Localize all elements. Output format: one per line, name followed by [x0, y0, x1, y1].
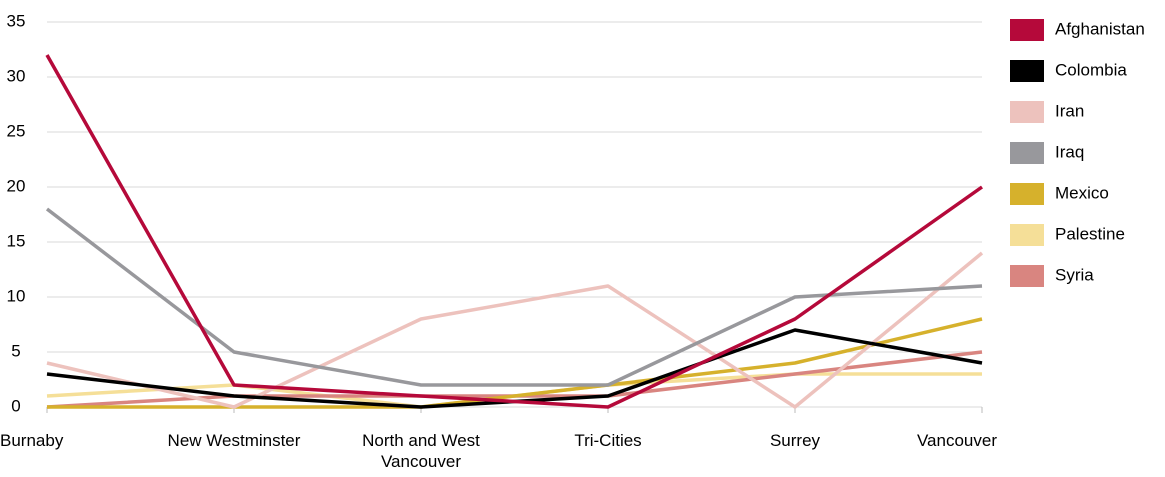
series-line: [47, 317, 983, 409]
legend-label: Palestine: [1055, 224, 1125, 243]
legend-swatch: [1010, 142, 1044, 164]
y-tick-label: 35: [7, 11, 26, 30]
x-tick-label: Surrey: [769, 431, 821, 450]
y-tick-label: 0: [11, 396, 20, 415]
series-line: [45, 54, 984, 409]
x-tick-label: Vancouver: [916, 431, 997, 450]
y-tick-label: 15: [7, 231, 26, 250]
legend-label: Afghanistan: [1055, 19, 1145, 38]
x-tick-label: Burnaby: [0, 431, 64, 450]
y-tick-label: 20: [7, 176, 26, 195]
series-line: [46, 350, 983, 409]
legend-swatch: [1010, 19, 1044, 41]
legend-swatch: [1010, 183, 1044, 205]
legend-swatch: [1010, 224, 1044, 246]
x-tick-label: North and West Vancouver: [362, 431, 480, 471]
y-tick-label: 5: [11, 341, 20, 360]
y-tick-label: 30: [7, 66, 26, 85]
x-tick-label: New Westminster: [167, 431, 301, 450]
y-tick-label: 10: [7, 286, 26, 305]
legend-swatch: [1010, 60, 1044, 82]
legend-swatch: [1010, 265, 1044, 287]
x-tick-label: Tri-Cities: [574, 431, 642, 450]
legend-label: Mexico: [1055, 183, 1109, 202]
legend-swatch: [1010, 101, 1044, 123]
series-line: [46, 251, 984, 409]
legend-label: Colombia: [1055, 60, 1127, 79]
legend-label: Syria: [1055, 265, 1094, 284]
legend-label: Iran: [1055, 101, 1084, 120]
legend-label: Iraq: [1055, 142, 1084, 161]
y-tick-label: 25: [7, 121, 26, 140]
